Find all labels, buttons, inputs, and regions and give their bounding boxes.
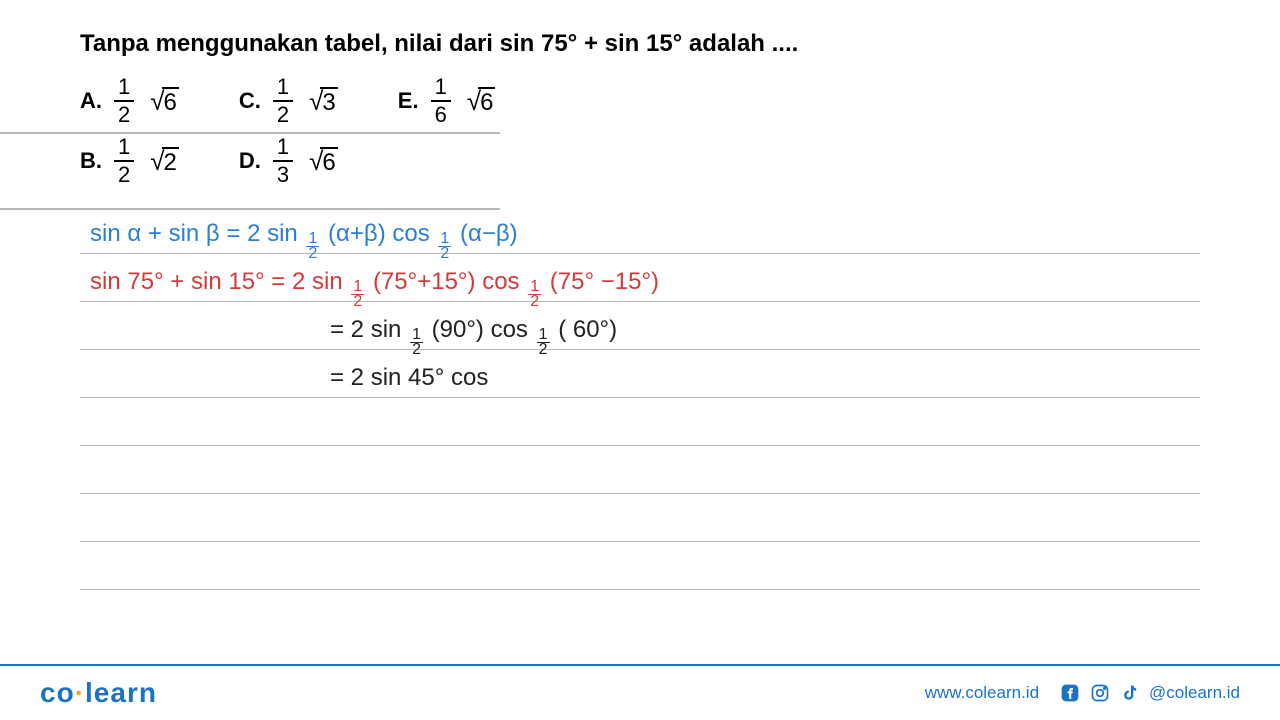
fraction: 1 6 bbox=[431, 76, 451, 126]
footer-bar: co·learn www.colearn.id @colearn.id bbox=[0, 664, 1280, 720]
social-icons: @colearn.id bbox=[1059, 682, 1240, 704]
sqrt-term: √3 bbox=[309, 86, 338, 117]
work-line-1: sin α + sin β = 2 sin 12 (α+β) cos 12 (α… bbox=[90, 220, 518, 260]
sqrt-term: √6 bbox=[467, 86, 496, 117]
option-e: E. 1 6 √6 bbox=[398, 76, 496, 126]
ruled-line bbox=[80, 542, 1200, 590]
brand-logo: co·learn bbox=[40, 677, 157, 709]
sqrt-term: √6 bbox=[309, 146, 338, 177]
fraction: 1 3 bbox=[273, 136, 293, 186]
ruled-line bbox=[80, 446, 1200, 494]
ruled-line bbox=[80, 350, 1200, 398]
option-label: D. bbox=[239, 148, 261, 174]
lined-paper-area: sin α + sin β = 2 sin 12 (α+β) cos 12 (α… bbox=[80, 206, 1200, 590]
option-b: B. 1 2 √2 bbox=[80, 136, 179, 186]
ruled-line bbox=[80, 494, 1200, 542]
facebook-icon bbox=[1059, 682, 1081, 704]
question-text: Tanpa menggunakan tabel, nilai dari sin … bbox=[80, 30, 1200, 58]
work-line-2: sin 75° + sin 15° = 2 sin 12 (75°+15°) c… bbox=[90, 268, 659, 308]
option-label: A. bbox=[80, 88, 102, 114]
fraction: 1 2 bbox=[114, 136, 134, 186]
work-line-3: = 2 sin 12 (90°) cos 12 ( 60°) bbox=[330, 316, 617, 356]
tiktok-icon bbox=[1119, 682, 1141, 704]
rule-fragment-right bbox=[0, 132, 500, 134]
option-d: D. 1 3 √6 bbox=[239, 136, 338, 186]
social-handle: @colearn.id bbox=[1149, 683, 1240, 703]
instagram-icon bbox=[1089, 682, 1111, 704]
options-row-2: B. 1 2 √2 D. 1 3 √6 bbox=[80, 136, 1200, 186]
website-url: www.colearn.id bbox=[925, 683, 1039, 703]
fraction: 1 2 bbox=[273, 76, 293, 126]
options-row-1: A. 1 2 √6 C. 1 2 √3 E. 1 6 √6 bbox=[80, 76, 1200, 126]
option-a: A. 1 2 √6 bbox=[80, 76, 179, 126]
fraction: 1 2 bbox=[114, 76, 134, 126]
option-label: C. bbox=[239, 88, 261, 114]
work-line-4: = 2 sin 45° cos bbox=[330, 364, 488, 392]
ruled-line bbox=[80, 398, 1200, 446]
option-label: E. bbox=[398, 88, 419, 114]
sqrt-term: √6 bbox=[150, 86, 179, 117]
option-label: B. bbox=[80, 148, 102, 174]
ruled-line bbox=[80, 302, 1200, 350]
option-c: C. 1 2 √3 bbox=[239, 76, 338, 126]
sqrt-term: √2 bbox=[150, 146, 179, 177]
